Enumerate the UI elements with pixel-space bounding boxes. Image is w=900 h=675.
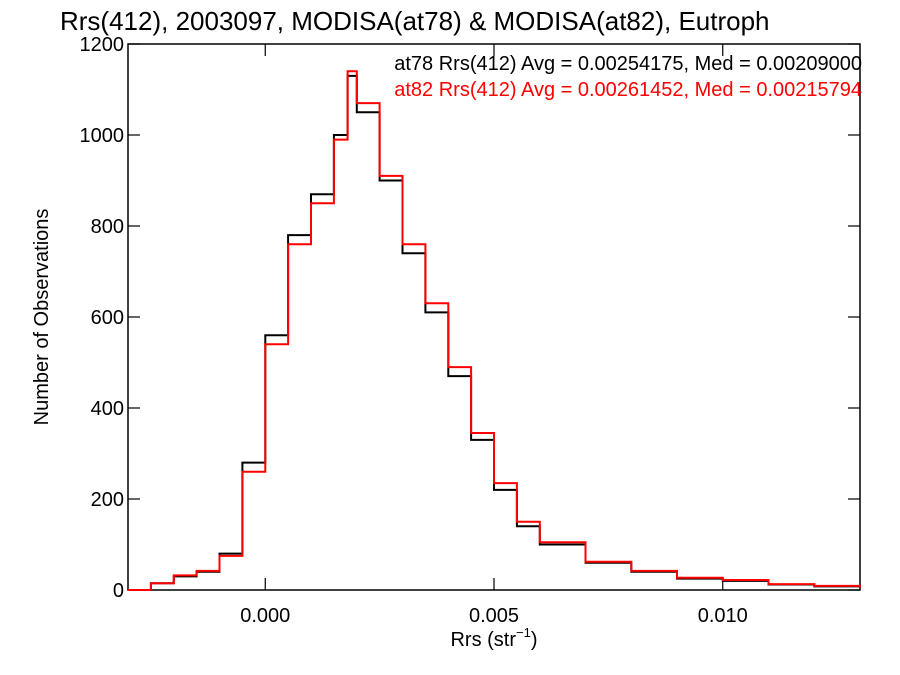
plot-area: 0.000 0.005 0.010 0 200 400 600 800 1000 1200 [80, 34, 861, 627]
y-tick-label: 600 [91, 307, 124, 329]
x-axis-label-main: Rrs (str [450, 629, 516, 651]
series-lines [128, 70, 861, 591]
series-stats-at82: at82 Rrs(412) Avg = 0.00261452, Med = 0.… [394, 79, 862, 101]
plot-frame [127, 43, 861, 591]
x-axis-label-superscript: −1 [516, 625, 531, 640]
y-axis-ticks: 0 200 400 600 800 1000 1200 [80, 34, 860, 602]
series-line-at78 [128, 74, 861, 591]
series-line-at82 [128, 70, 861, 591]
y-axis-label: Number of Observations [31, 209, 53, 426]
y-tick-label: 200 [91, 489, 124, 511]
x-tick-label: 0.010 [698, 605, 748, 627]
chart-title: Rrs(412), 2003097, MODISA(at78) & MODISA… [60, 6, 770, 36]
y-tick-label: 0 [113, 580, 124, 602]
y-tick-label: 1200 [80, 34, 125, 56]
y-tick-label: 1000 [80, 125, 125, 147]
series-stats-at78: at78 Rrs(412) Avg = 0.00254175, Med = 0.… [394, 53, 862, 75]
x-axis-label-close: ) [531, 629, 538, 651]
x-tick-label: 0.005 [469, 605, 519, 627]
y-tick-label: 400 [91, 398, 124, 420]
x-tick-label: 0.000 [240, 605, 290, 627]
x-axis-ticks: 0.000 0.005 0.010 [240, 44, 748, 627]
y-tick-label: 800 [91, 216, 124, 238]
x-axis-label: Rrs (str−1) [450, 625, 537, 651]
